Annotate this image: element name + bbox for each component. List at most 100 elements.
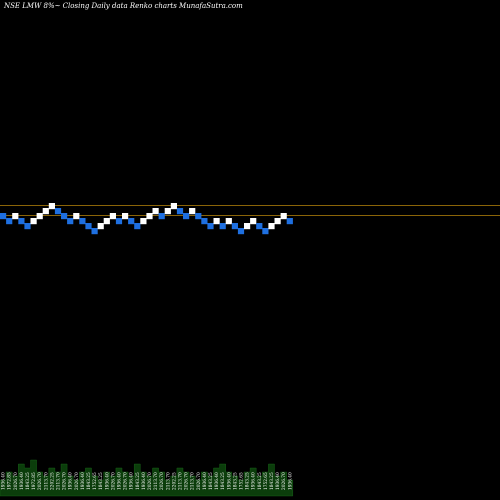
brick-price-label: 1843.25 bbox=[246, 472, 251, 490]
brick-price-label: 1972.85 bbox=[8, 472, 13, 490]
renko-brick-down bbox=[54, 208, 62, 215]
renko-brick-down bbox=[158, 213, 165, 220]
brick-label-axis: 1936.40 1972.85 2026.70 1936.40 1843.25 1972.… bbox=[2, 472, 294, 490]
renko-brick-down bbox=[61, 213, 68, 220]
renko-brick-down bbox=[262, 228, 269, 235]
brick-price-label: 2202.25 bbox=[50, 472, 55, 490]
brick-price-label: 2026.70 bbox=[148, 472, 153, 490]
renko-brick-down bbox=[91, 228, 98, 235]
brick-price-label: 2026.70 bbox=[282, 472, 287, 490]
brick-price-label: 1936.40 bbox=[288, 472, 293, 490]
brick-price-label: 1936.40 bbox=[276, 472, 281, 490]
renko-brick-down bbox=[85, 223, 92, 230]
brick-price-label: 2026.70 bbox=[111, 472, 116, 490]
brick-price-label: 1752.65 bbox=[240, 472, 245, 490]
renko-brick-up bbox=[189, 208, 196, 215]
brick-price-label: 1936.40 bbox=[69, 472, 74, 490]
renko-brick-up bbox=[103, 218, 110, 225]
brick-price-label: 2113.70 bbox=[191, 472, 196, 490]
brick-price-label: 1843.25 bbox=[258, 472, 263, 490]
brick-price-label: 2026.70 bbox=[75, 472, 80, 490]
renko-brick-down bbox=[231, 223, 238, 230]
brick-price-label: 2202.25 bbox=[172, 472, 177, 490]
brick-price-label: 1843.25 bbox=[136, 472, 141, 490]
brick-price-label: 2113.70 bbox=[57, 472, 62, 490]
renko-brick-up bbox=[48, 203, 55, 210]
brick-price-label: 2026.70 bbox=[63, 472, 68, 490]
brick-price-label: 1843.25 bbox=[26, 472, 31, 490]
brick-price-label: 2026.70 bbox=[185, 472, 190, 490]
chart-title: NSE LMW 8%~ Closing Daily data Renko cha… bbox=[3, 2, 243, 10]
renko-brick-up bbox=[274, 218, 281, 225]
renko-brick-up bbox=[140, 218, 147, 225]
brick-price-label: 2026.70 bbox=[197, 472, 202, 490]
brick-price-label: 1936.40 bbox=[118, 472, 123, 490]
renko-brick-up bbox=[250, 218, 257, 225]
renko-brick-down bbox=[207, 223, 214, 230]
renko-brick-down bbox=[183, 213, 190, 220]
renko-brick-up bbox=[170, 203, 177, 210]
brick-price-label: 1752.65 bbox=[264, 472, 269, 490]
brick-price-label: 1936.40 bbox=[227, 472, 232, 490]
renko-brick-up bbox=[12, 213, 19, 220]
volume-area bbox=[0, 459, 293, 497]
brick-price-label: 1936.40 bbox=[130, 472, 135, 490]
renko-brick-up bbox=[225, 218, 232, 225]
brick-price-label: 1843.25 bbox=[270, 472, 275, 490]
volume-area-path bbox=[0, 459, 293, 497]
brick-price-label: 1843.25 bbox=[233, 472, 238, 490]
renko-brick-down bbox=[237, 228, 245, 235]
renko-brick-up bbox=[122, 213, 129, 220]
renko-brick-up bbox=[280, 213, 287, 220]
renko-brick-down bbox=[67, 218, 74, 225]
renko-brick-down bbox=[79, 218, 86, 225]
reference-lines bbox=[0, 205, 500, 217]
renko-brick-up bbox=[30, 218, 37, 225]
renko-brick-down bbox=[286, 218, 293, 225]
renko-brick-down bbox=[201, 218, 208, 225]
brick-price-label: 2026.70 bbox=[38, 472, 43, 490]
brick-price-label: 2026.70 bbox=[160, 472, 165, 490]
brick-price-label: 1752.65 bbox=[93, 472, 98, 490]
brick-price-label: 1936.40 bbox=[105, 472, 110, 490]
renko-brick-up bbox=[213, 218, 220, 225]
renko-brick-up bbox=[109, 213, 116, 220]
renko-brick-down bbox=[176, 208, 184, 215]
renko-brick-up bbox=[268, 223, 275, 230]
renko-brick-up bbox=[36, 213, 43, 220]
brick-price-label: 1843.25 bbox=[99, 472, 104, 490]
brick-price-label: 2113.70 bbox=[44, 472, 49, 490]
brick-price-label: 1843.25 bbox=[209, 472, 214, 490]
brick-price-label: 2113.70 bbox=[179, 472, 184, 490]
renko-brick-up bbox=[146, 213, 153, 220]
renko-brick-down bbox=[195, 213, 202, 220]
renko-brick-down bbox=[115, 218, 123, 225]
brick-price-label: 1936.40 bbox=[142, 472, 147, 490]
brick-price-label: 1936.40 bbox=[203, 472, 208, 490]
brick-price-label: 1936.40 bbox=[252, 472, 257, 490]
renko-brick-up bbox=[152, 208, 159, 215]
renko-brick-down bbox=[134, 223, 141, 230]
brick-price-label: 1936.40 bbox=[20, 472, 25, 490]
renko-brick-down bbox=[0, 213, 7, 220]
renko-brick-up bbox=[244, 223, 251, 230]
brick-price-label: 1972.85 bbox=[32, 472, 37, 490]
renko-brick-up bbox=[42, 208, 49, 215]
brick-price-label: 1936.40 bbox=[81, 472, 86, 490]
renko-brick-down bbox=[6, 218, 13, 225]
renko-brick-down bbox=[219, 223, 226, 230]
brick-price-label: 2113.70 bbox=[166, 472, 171, 490]
brick-series bbox=[0, 203, 293, 235]
brick-price-label: 1936.40 bbox=[2, 472, 7, 490]
renko-brick-down bbox=[256, 223, 263, 230]
brick-price-label: 1936.40 bbox=[215, 472, 220, 490]
renko-brick-up bbox=[73, 213, 80, 220]
renko-brick-down bbox=[128, 218, 135, 225]
renko-brick-down bbox=[18, 218, 25, 225]
renko-brick-up bbox=[164, 208, 171, 215]
brick-price-label: 2026.70 bbox=[124, 472, 129, 490]
brick-price-label: 2026.70 bbox=[14, 472, 19, 490]
brick-price-label: 1843.25 bbox=[87, 472, 92, 490]
